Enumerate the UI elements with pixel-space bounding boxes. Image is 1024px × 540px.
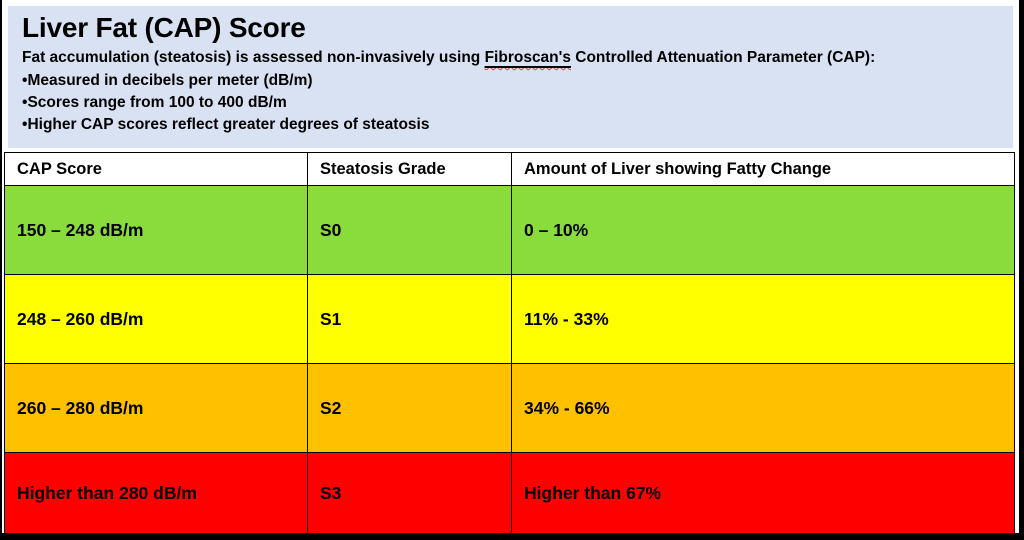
grade-cell: S2: [307, 363, 512, 453]
frame-right-border: [1019, 0, 1024, 540]
cap-score-table: CAP Score Steatosis Grade Amount of Live…: [4, 152, 1015, 534]
grade-cell: S3: [307, 452, 512, 534]
bullet-item: •Scores range from 100 to 400 dB/m: [22, 94, 287, 111]
bullet-item: •Measured in decibels per meter (dB/m): [22, 72, 313, 89]
column-header-steatosis-grade: Steatosis Grade: [307, 152, 512, 186]
fibroscan-underlined-word: Fibroscan's: [484, 49, 571, 66]
column-header-fatty-change: Amount of Liver showing Fatty Change: [511, 152, 1015, 186]
intro-text: Fat accumulation (steatosis) is assessed…: [22, 46, 999, 70]
bullet-glyph: •: [22, 72, 28, 89]
page-title: Liver Fat (CAP) Score: [22, 12, 306, 43]
cap-score-cell: Higher than 280 dB/m: [4, 452, 308, 534]
cap-score-cell: 248 – 260 dB/m: [4, 274, 308, 364]
amount-cell: 34% - 66%: [511, 363, 1015, 453]
intro-panel: Liver Fat (CAP) Score Fat accumulation (…: [8, 6, 1013, 148]
bullet-item: •Higher CAP scores reflect greater degre…: [22, 116, 430, 133]
intro-prefix: Fat accumulation (steatosis) is assessed…: [22, 49, 485, 66]
table-header-row: CAP Score Steatosis Grade Amount of Live…: [4, 152, 1015, 186]
table-row-s3: Higher than 280 dB/m S3 Higher than 67%: [4, 452, 1015, 534]
bullet-glyph: •: [22, 116, 28, 133]
grade-cell: S0: [307, 185, 512, 275]
bullet-glyph: •: [22, 94, 28, 111]
amount-cell: Higher than 67%: [511, 452, 1015, 534]
amount-cell: 11% - 33%: [511, 274, 1015, 364]
frame-bottom-border: [0, 533, 1024, 540]
cap-score-cell: 150 – 248 dB/m: [4, 185, 308, 275]
table-row-s2: 260 – 280 dB/m S2 34% - 66%: [4, 363, 1015, 453]
amount-cell: 0 – 10%: [511, 185, 1015, 275]
grade-cell: S1: [307, 274, 512, 364]
table-row-s1: 248 – 260 dB/m S1 11% - 33%: [4, 274, 1015, 364]
table-row-s0: 150 – 248 dB/m S0 0 – 10%: [4, 185, 1015, 275]
frame-left-border: [0, 0, 2, 540]
cap-score-cell: 260 – 280 dB/m: [4, 363, 308, 453]
intro-suffix: Controlled Attenuation Parameter (CAP):: [570, 49, 876, 66]
column-header-cap-score: CAP Score: [4, 152, 308, 186]
